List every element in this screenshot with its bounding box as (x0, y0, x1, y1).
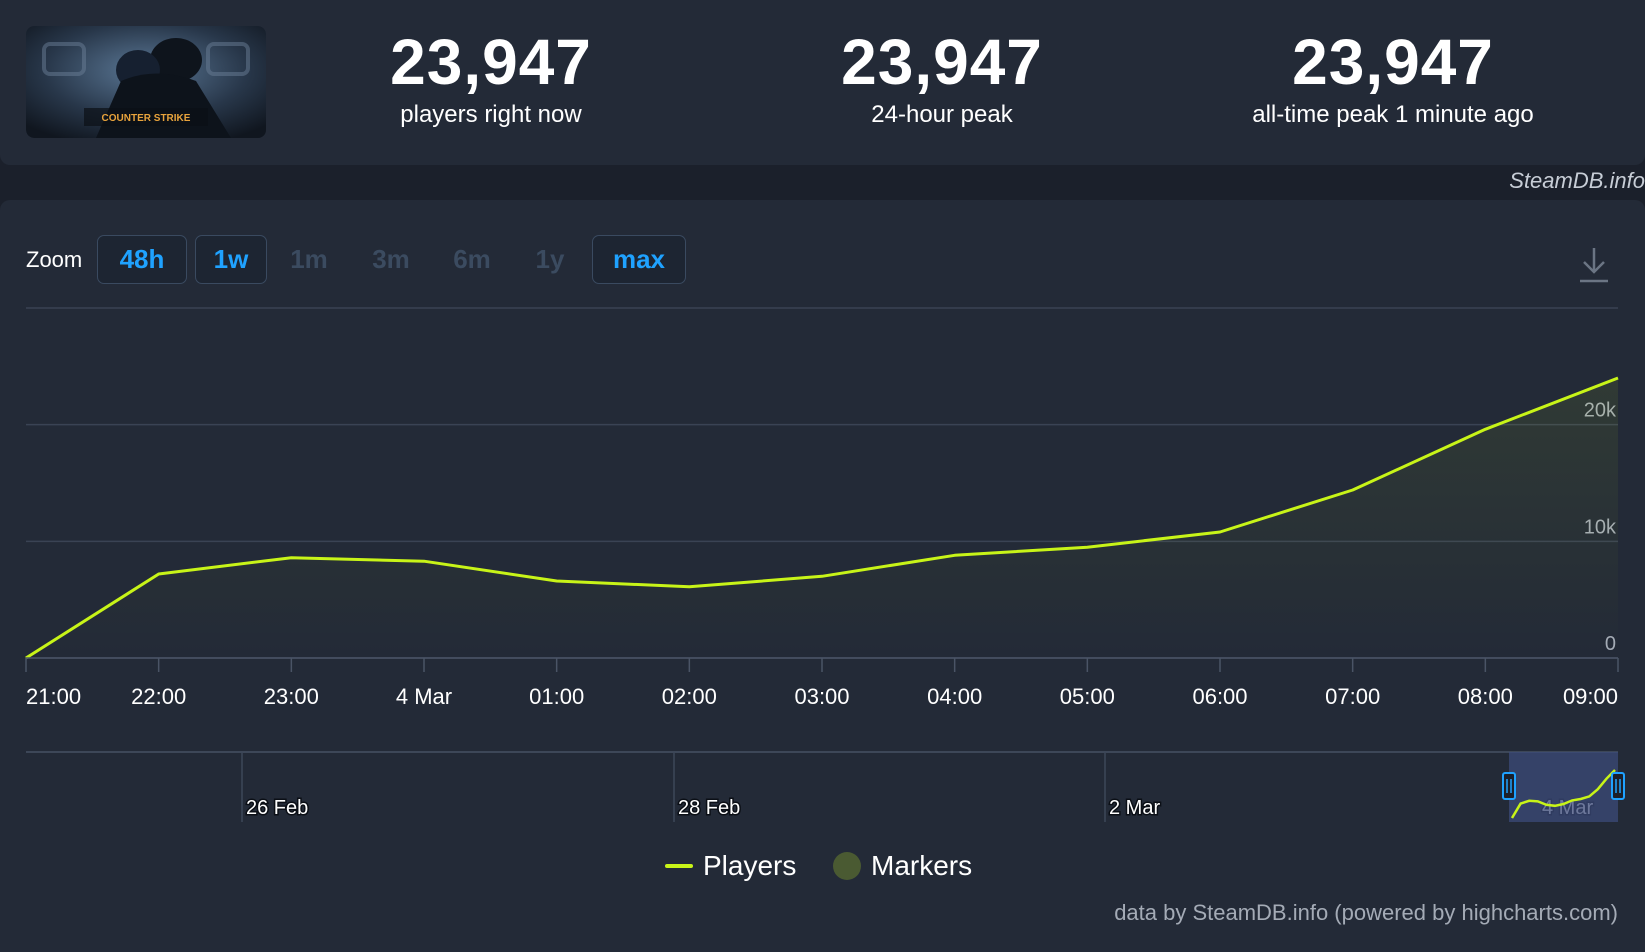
game-logo-text: COUNTER STRIKE (102, 113, 191, 124)
zoom-1m-button[interactable]: 1m (278, 235, 340, 284)
players-area (26, 378, 1618, 658)
download-icon[interactable] (1576, 246, 1612, 284)
x-tick-label: 03:00 (794, 684, 849, 709)
x-tick-label: 21:00 (26, 684, 81, 709)
legend-item-players[interactable]: Players (665, 850, 796, 882)
x-tick-label: 04:00 (927, 684, 982, 709)
peak-24h-value: 23,947 (841, 26, 1043, 98)
x-tick-label: 09:00 (1563, 684, 1618, 709)
stats-panel: COUNTER STRIKE 23,947 players right now … (0, 0, 1645, 165)
stat-alltime-peak: 23,947 all-time peak 1 minute ago (1193, 24, 1593, 130)
x-tick-label: 23:00 (264, 684, 319, 709)
players-series-line[interactable] (25, 376, 1619, 660)
zoom-1w-button[interactable]: 1w (195, 235, 267, 284)
stat-current-players: 23,947 players right now (291, 24, 691, 130)
zoom-3m-button[interactable]: 3m (359, 235, 423, 284)
current-players-value: 23,947 (390, 26, 592, 98)
x-axis: 21:00 22:00 23:00 4 Mar 01:00 02:00 03:00 04:00… (25, 657, 1619, 709)
game-logo-art: COUNTER STRIKE (26, 26, 266, 138)
x-tick-label: 08:00 (1458, 684, 1513, 709)
zoom-48h-button[interactable]: 48h (97, 235, 187, 284)
steamdb-credit[interactable]: SteamDB.info (1509, 168, 1645, 193)
x-tick-label: 06:00 (1192, 684, 1247, 709)
navigator-series-line (1510, 769, 1616, 819)
x-tick-label: 22:00 (131, 684, 186, 709)
legend-markers-label: Markers (871, 850, 973, 881)
navigator-label: 2 Mar (1109, 797, 1160, 819)
x-tick-label: 05:00 (1060, 684, 1115, 709)
x-tick-label: 01:00 (529, 684, 584, 709)
zoom-6m-button[interactable]: 6m (440, 235, 504, 284)
navigator-label: 26 Feb (246, 797, 308, 819)
alltime-peak-value: 23,947 (1292, 26, 1494, 98)
legend-item-markers[interactable]: Markers (833, 850, 972, 882)
navigator-selection[interactable] (1509, 752, 1618, 822)
current-players-label: players right now (400, 101, 582, 128)
navigator-label: 28 Feb (678, 797, 740, 819)
zoom-max-button[interactable]: max (592, 235, 686, 284)
chart-panel: Zoom 48h 1w 1m 3m 6m 1y max 010k20k 21: (0, 200, 1645, 952)
chart-legend: Players Markers (0, 850, 1645, 890)
legend-players-label: Players (703, 850, 797, 881)
peak-24h-label: 24-hour peak (871, 101, 1013, 128)
navigator-left-handle[interactable] (1502, 772, 1516, 800)
stat-24h-peak: 23,947 24-hour peak (742, 24, 1142, 130)
legend-markers-swatch (833, 852, 861, 880)
game-logo[interactable]: COUNTER STRIKE (26, 26, 266, 138)
alltime-peak-label: all-time peak 1 minute ago (1252, 101, 1534, 128)
zoom-label: Zoom (26, 247, 83, 272)
legend-players-swatch (665, 864, 693, 868)
zoom-1y-button[interactable]: 1y (521, 235, 579, 284)
navigator-right-handle[interactable] (1611, 772, 1625, 800)
x-tick-label: 02:00 (662, 684, 717, 709)
x-tick-label: 07:00 (1325, 684, 1380, 709)
x-tick-label: 4 Mar (396, 684, 452, 709)
footer-credit[interactable]: data by SteamDB.info (powered by highcha… (1114, 900, 1618, 925)
